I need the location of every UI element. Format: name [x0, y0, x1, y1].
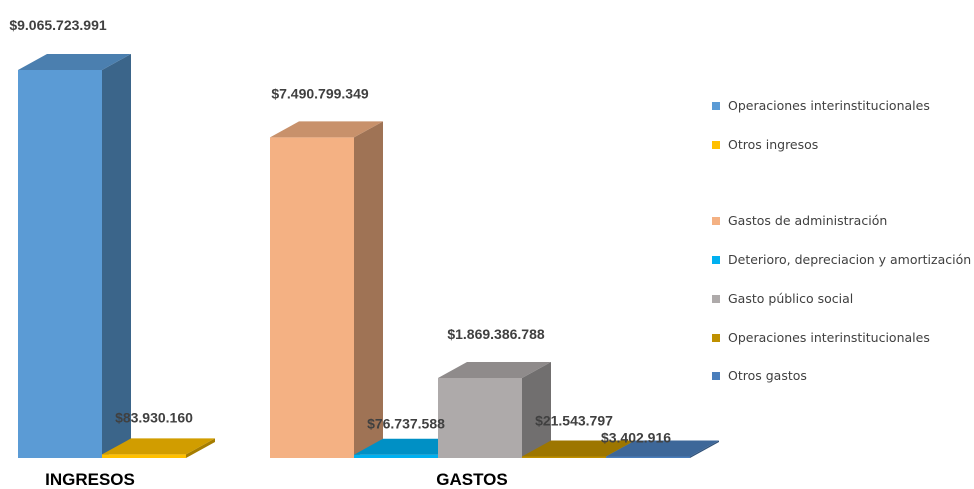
legend-label: Otros gastos	[728, 368, 807, 383]
bar-front-face	[270, 137, 354, 458]
bar-top-face	[102, 438, 215, 455]
legend-item: Deterioro, depreciacion y amortización	[712, 252, 971, 267]
bar-side-face	[354, 121, 383, 459]
legend-swatch	[712, 140, 720, 149]
legend-swatch	[712, 216, 720, 225]
bar-side-face	[186, 438, 215, 458]
bars-layer	[18, 54, 719, 459]
legend-item: Operaciones interinstitucionales	[712, 98, 930, 113]
bar-top-face	[438, 361, 551, 378]
category-label-ingresos: INGRESOS	[45, 470, 135, 489]
legend-swatch	[712, 294, 720, 303]
value-label-gastos-1: $7.490.799.349	[271, 85, 369, 101]
legend-label: Otros ingresos	[728, 137, 819, 152]
legend-item: Otros gastos	[712, 368, 807, 383]
value-label-gastos-3: $1.869.386.788	[447, 326, 545, 342]
legend-label: Operaciones interinstitucionales	[728, 330, 930, 345]
bar-side-face	[102, 54, 131, 458]
legend-item: Otros ingresos	[712, 137, 818, 152]
value-label-gastos-2: $76.737.588	[367, 416, 445, 432]
bar-front-face	[102, 454, 186, 458]
value-label-gastos-5: $3.402.916	[601, 430, 671, 446]
legend-swatch	[712, 255, 720, 264]
legend-swatch	[712, 333, 720, 342]
legend-label: Gastos de administración	[728, 213, 888, 228]
bar-top-face	[606, 440, 719, 457]
bar-gastos-5	[606, 440, 719, 458]
legend-item: Gasto público social	[712, 291, 853, 306]
legend-swatch	[712, 371, 720, 380]
value-label-ingresos-2: $83.930.160	[115, 409, 193, 425]
bar-top-face	[522, 440, 635, 457]
bar-front-face	[18, 70, 102, 458]
bar-gastos-1	[270, 121, 383, 459]
bar-top-face	[270, 121, 383, 138]
bar-front-face	[522, 456, 606, 458]
legend-label: Operaciones interinstitucionales	[728, 98, 930, 113]
bar-front-face	[606, 456, 690, 458]
bar-gastos-3	[438, 361, 551, 458]
bar-top-face	[18, 54, 131, 70]
bar-side-face	[522, 361, 551, 458]
bar-front-face	[354, 454, 438, 458]
legend-swatch	[712, 101, 720, 110]
bar-ingresos-1	[18, 54, 131, 458]
value-label-gastos-4: $21.543.797	[535, 413, 613, 429]
value-label-ingresos-1: $9.065.723.991	[9, 17, 107, 33]
bar-ingresos-2	[102, 438, 215, 458]
legend-item: Operaciones interinstitucionales	[712, 330, 930, 345]
legend-item: Gastos de administración	[712, 213, 887, 228]
legend-label: Gasto público social	[728, 291, 854, 306]
legend-label: Deterioro, depreciacion y amortización	[728, 252, 972, 267]
category-label-gastos: GASTOS	[436, 470, 507, 489]
bar-side-face	[690, 440, 719, 458]
legend: Operaciones interinstitucionales Otros in…	[712, 0, 974, 489]
bar-front-face	[438, 377, 522, 458]
value-labels-layer: $9.065.723.991 $83.930.160 $7.490.799.349 $…	[9, 17, 671, 446]
